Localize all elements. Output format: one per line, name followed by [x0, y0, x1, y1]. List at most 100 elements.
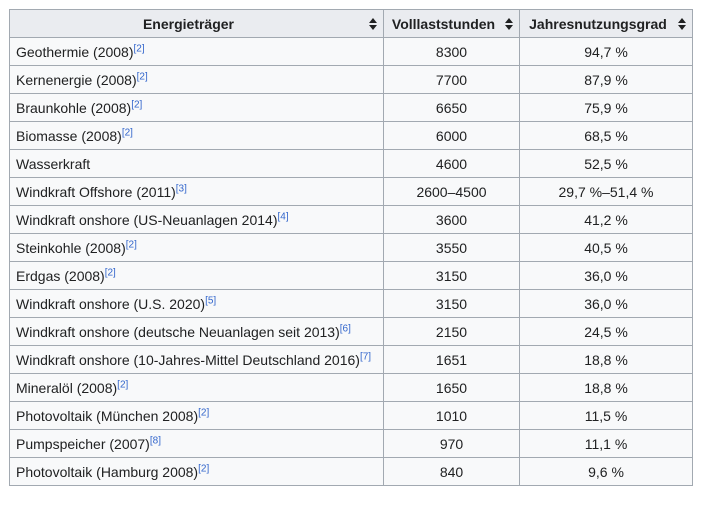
energy-source-name: Kernenergie (2008): [16, 71, 137, 88]
reference-sup: [3]: [176, 183, 187, 194]
table-body: Geothermie (2008)[2] 8300 94,7 % Kernenergi…: [9, 37, 693, 486]
table-row: Pumpspeicher (2007)[8] 970 11,1 %: [9, 429, 693, 458]
cell-energietraeger: Mineralöl (2008)[2]: [9, 373, 384, 402]
energy-source-name: Braunkohle (2008): [16, 99, 132, 116]
cell-jahresnutzungsgrad: 11,5 %: [519, 401, 693, 430]
energy-source-name: Windkraft onshore (US-Neuanlagen 2014): [16, 211, 278, 228]
energy-source-name: Geothermie (2008): [16, 43, 134, 60]
cell-jahresnutzungsgrad: 94,7 %: [519, 37, 693, 66]
cell-jahresnutzungsgrad: 9,6 %: [519, 457, 693, 486]
energy-source-name: Steinkohle (2008): [16, 239, 126, 256]
column-header-volllaststunden[interactable]: Volllaststunden: [383, 9, 520, 38]
reference-link[interactable]: [8]: [149, 434, 161, 446]
reference-link[interactable]: [2]: [133, 42, 145, 54]
cell-jahresnutzungsgrad: 68,5 %: [519, 121, 693, 150]
reference-sup: [6]: [340, 323, 351, 334]
energy-source-name: Pumpspeicher (2007): [16, 435, 150, 452]
energy-source-name: Windkraft Offshore (2011): [16, 183, 176, 200]
reference-link[interactable]: [2]: [136, 70, 148, 82]
cell-volllaststunden: 8300: [383, 37, 520, 66]
column-header-jahresnutzungsgrad[interactable]: Jahresnutzungsgrad: [519, 9, 693, 38]
energy-source-name: Windkraft onshore (10-Jahres-Mittel Deut…: [16, 351, 360, 368]
reference-sup: [2]: [131, 99, 142, 110]
energy-table: Energieträger Volllaststunden Jahresnutz…: [9, 9, 693, 486]
cell-jahresnutzungsgrad: 11,1 %: [519, 429, 693, 458]
cell-jahresnutzungsgrad: 29,7 %–51,4 %: [519, 177, 693, 206]
table-row: Windkraft onshore (10-Jahres-Mittel Deut…: [9, 345, 693, 374]
reference-link[interactable]: [2]: [198, 462, 210, 474]
column-header-label: Energieträger: [142, 15, 235, 32]
cell-volllaststunden: 4600: [383, 149, 520, 178]
reference-link[interactable]: [2]: [104, 266, 116, 278]
reference-link[interactable]: [2]: [198, 406, 210, 418]
column-header-energietraeger[interactable]: Energieträger: [9, 9, 384, 38]
cell-volllaststunden: 7700: [383, 65, 520, 94]
cell-energietraeger: Photovoltaik (München 2008)[2]: [9, 401, 384, 430]
reference-link[interactable]: [6]: [339, 322, 351, 334]
cell-energietraeger: Photovoltaik (Hamburg 2008)[2]: [9, 457, 384, 486]
table-row: Photovoltaik (Hamburg 2008)[2] 840 9,6 %: [9, 457, 693, 486]
cell-energietraeger: Erdgas (2008)[2]: [9, 261, 384, 290]
cell-volllaststunden: 3150: [383, 261, 520, 290]
reference-link[interactable]: [3]: [175, 182, 187, 194]
cell-energietraeger: Biomasse (2008)[2]: [9, 121, 384, 150]
cell-jahresnutzungsgrad: 87,9 %: [519, 65, 693, 94]
reference-link[interactable]: [4]: [277, 210, 289, 222]
cell-volllaststunden: 1651: [383, 345, 520, 374]
energy-source-name: Windkraft onshore (deutsche Neuanlagen s…: [16, 323, 340, 340]
energy-source-name: Mineralöl (2008): [16, 379, 118, 396]
cell-energietraeger: Steinkohle (2008)[2]: [9, 233, 384, 262]
cell-energietraeger: Windkraft onshore (deutsche Neuanlagen s…: [9, 317, 384, 346]
reference-sup: [2]: [117, 379, 128, 390]
cell-energietraeger: Wasserkraft: [9, 149, 384, 178]
reference-link[interactable]: [7]: [359, 350, 372, 362]
cell-energietraeger: Pumpspeicher (2007)[8]: [9, 429, 384, 458]
cell-volllaststunden: 970: [383, 429, 520, 458]
energy-source-name: Photovoltaik (München 2008): [16, 407, 199, 424]
reference-sup: [2]: [126, 239, 137, 250]
table-row: Windkraft Offshore (2011)[3] 2600–4500 29,…: [9, 177, 693, 206]
table-row: Wasserkraft 4600 52,5 %: [9, 149, 693, 178]
cell-energietraeger: Windkraft onshore (10-Jahres-Mittel Deut…: [9, 345, 384, 374]
reference-link[interactable]: [2]: [121, 126, 133, 138]
cell-volllaststunden: 840: [383, 457, 520, 486]
cell-jahresnutzungsgrad: 41,2 %: [519, 205, 693, 234]
cell-volllaststunden: 3550: [383, 233, 520, 262]
reference-link[interactable]: [2]: [125, 238, 137, 250]
sort-icon[interactable]: [505, 17, 513, 30]
sort-icon[interactable]: [369, 17, 377, 30]
table-row: Kernenergie (2008)[2] 7700 87,9 %: [9, 65, 693, 94]
cell-jahresnutzungsgrad: 18,8 %: [519, 373, 693, 402]
reference-sup: [4]: [277, 211, 288, 222]
cell-jahresnutzungsgrad: 40,5 %: [519, 233, 693, 262]
cell-jahresnutzungsgrad: 75,9 %: [519, 93, 693, 122]
energy-source-name: Windkraft onshore (U.S. 2020): [16, 295, 206, 312]
cell-energietraeger: Windkraft onshore (U.S. 2020)[5]: [9, 289, 384, 318]
reference-link[interactable]: [2]: [117, 378, 129, 390]
cell-jahresnutzungsgrad: 18,8 %: [519, 345, 693, 374]
table-row: Mineralöl (2008)[2] 1650 18,8 %: [9, 373, 693, 402]
reference-link[interactable]: [5]: [205, 294, 217, 306]
table-row: Geothermie (2008)[2] 8300 94,7 %: [9, 37, 693, 66]
reference-sup: [2]: [198, 463, 209, 474]
table-container: Energieträger Volllaststunden Jahresnutz…: [9, 9, 693, 486]
cell-volllaststunden: 2600–4500: [383, 177, 520, 206]
cell-jahresnutzungsgrad: 36,0 %: [519, 261, 693, 290]
cell-volllaststunden: 6000: [383, 121, 520, 150]
reference-sup: [2]: [105, 267, 116, 278]
cell-energietraeger: Kernenergie (2008)[2]: [9, 65, 384, 94]
header-row: Energieträger Volllaststunden Jahresnutz…: [9, 9, 693, 38]
reference-sup: [5]: [205, 295, 216, 306]
reference-link[interactable]: [2]: [131, 98, 143, 110]
reference-sup: [2]: [137, 71, 148, 82]
reference-sup: [7]: [360, 351, 371, 362]
sort-icon[interactable]: [678, 17, 686, 30]
cell-jahresnutzungsgrad: 24,5 %: [519, 317, 693, 346]
reference-sup: [2]: [122, 127, 133, 138]
cell-energietraeger: Windkraft Offshore (2011)[3]: [9, 177, 384, 206]
table-row: Windkraft onshore (deutsche Neuanlagen s…: [9, 317, 693, 346]
cell-energietraeger: Geothermie (2008)[2]: [9, 37, 384, 66]
cell-energietraeger: Windkraft onshore (US-Neuanlagen 2014)[4…: [9, 205, 384, 234]
cell-volllaststunden: 1650: [383, 373, 520, 402]
reference-sup: [2]: [198, 407, 209, 418]
